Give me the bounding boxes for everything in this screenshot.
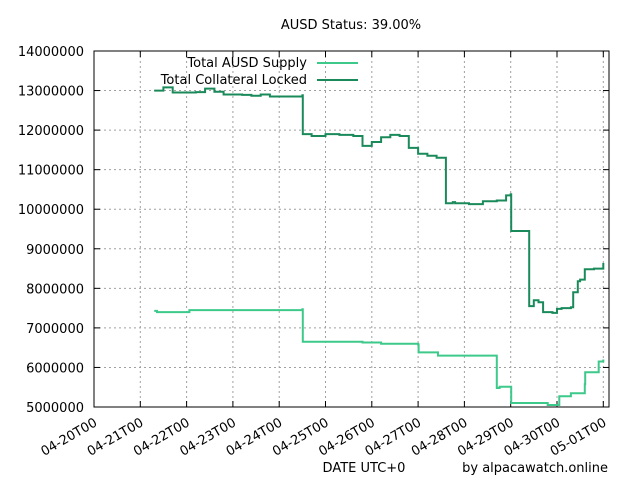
y-tick-label: 13000000 <box>18 85 84 100</box>
y-tick-label: 5000000 <box>26 401 84 416</box>
y-tick-label: 11000000 <box>18 164 84 179</box>
legend: Total AUSD Supply Total Collateral Locke… <box>160 56 358 88</box>
y-tick-label: 9000000 <box>26 243 84 258</box>
y-tick-label: 6000000 <box>26 361 84 376</box>
series-lines <box>154 86 605 406</box>
legend-label-supply: Total AUSD Supply <box>186 56 307 71</box>
legend-label-collateral: Total Collateral Locked <box>160 73 307 88</box>
y-tick-label: 8000000 <box>26 282 84 297</box>
credit-text: by alpacawatch.online <box>462 461 608 476</box>
y-tick-label: 10000000 <box>18 203 84 218</box>
plot-frame <box>93 50 610 408</box>
grid <box>94 51 609 407</box>
x-axis-ticks: 04-20T0004-21T0004-22T0004-23T0004-24T00… <box>39 51 609 460</box>
y-tick-label: 7000000 <box>26 322 84 337</box>
series-line-supply <box>154 308 605 406</box>
chart-title: AUSD Status: 39.00% <box>281 18 421 33</box>
y-tick-label: 12000000 <box>18 124 84 139</box>
y-axis-ticks: 5000000 6000000 7000000 8000000 9000000 10000… <box>18 45 609 416</box>
series-line-collateral <box>154 86 605 314</box>
y-tick-label: 14000000 <box>18 45 84 60</box>
x-axis-label: DATE UTC+0 <box>323 461 406 476</box>
